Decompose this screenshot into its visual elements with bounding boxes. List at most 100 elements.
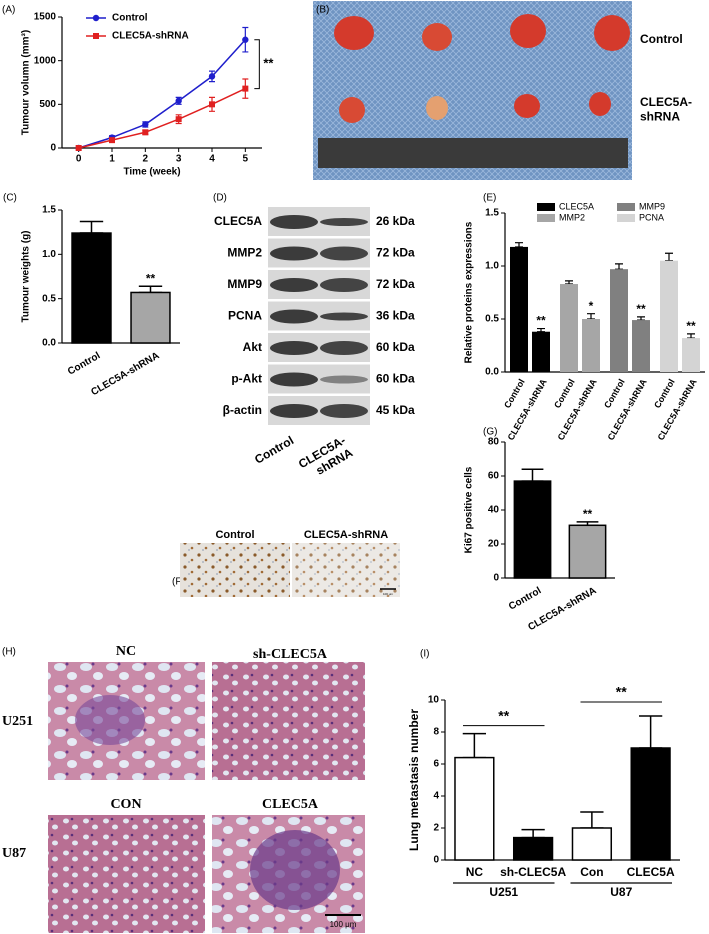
blot-band [270, 372, 318, 387]
size-label: 72 kDa [376, 277, 415, 291]
x-tick-label: 0 [76, 154, 82, 165]
row-label: U251 [2, 714, 33, 729]
annotation: ** [636, 302, 646, 316]
protein-label: MMP9 [227, 277, 262, 291]
blot-band [270, 278, 318, 292]
bar [630, 747, 671, 861]
error-bar [665, 252, 673, 262]
blot-band [270, 404, 318, 418]
marker [175, 97, 182, 105]
row-label: Control [640, 32, 683, 46]
protein-label: MMP2 [227, 246, 262, 260]
blot-band [320, 404, 368, 418]
bar [71, 232, 112, 344]
tumor [339, 97, 365, 123]
metastasis [250, 830, 340, 910]
bar [568, 524, 607, 579]
y-tick-label: 20 [488, 539, 500, 550]
column-label: CLEC5A [262, 797, 319, 812]
y-tick-label: 80 [488, 437, 500, 448]
marker [242, 85, 249, 92]
legend-label: CLEC5A [559, 201, 594, 211]
annotation: ** [583, 507, 593, 521]
marker [142, 121, 149, 128]
series-line [78, 87, 246, 149]
legend-swatch [537, 203, 555, 211]
error-bar [79, 220, 104, 234]
y-axis-label: Relative proteins expressions [464, 221, 475, 363]
bar [682, 338, 700, 372]
error-bar [637, 316, 645, 321]
marker [209, 101, 215, 108]
column-label: sh-CLEC5A [253, 647, 328, 662]
blot-band [320, 341, 368, 355]
bracket [254, 39, 260, 90]
tumor [510, 14, 546, 48]
row-label: U87 [2, 846, 26, 861]
x-tick-label: 4 [209, 154, 215, 165]
y-tick-label: 2 [433, 823, 439, 834]
y-tick-label: 6 [433, 759, 439, 770]
error-bar [521, 828, 545, 839]
ihc-image [180, 543, 290, 597]
legend-swatch [617, 214, 635, 222]
x-tick-label: Con [580, 865, 603, 879]
bar [510, 246, 528, 372]
size-label: 60 kDa [376, 340, 415, 354]
x-axis-label: Time (week) [123, 167, 180, 178]
marker [242, 36, 249, 43]
panel-label: (D) [213, 193, 227, 204]
panel-h: (H) NC sh-CLEC5A CON CLEC5A U251 U87 100… [2, 644, 365, 933]
blot-band [270, 215, 318, 229]
annotation: ** [686, 319, 696, 333]
panel-b: (B) Control CLEC5A-shRNA [313, 1, 692, 180]
histology-image [212, 662, 365, 780]
panel-label: (B) [316, 5, 329, 16]
y-tick-label: 1.5 [42, 205, 56, 216]
x-tick-label: CLEC5A [627, 865, 675, 879]
bar [582, 319, 600, 372]
legend-label: Control [112, 13, 148, 24]
panel-label: (G) [483, 427, 497, 438]
marker [208, 73, 216, 80]
bar [454, 756, 495, 861]
panel-label: (A) [2, 5, 15, 16]
error-bar [565, 280, 573, 285]
error-bar [615, 263, 623, 270]
annotation: ** [616, 684, 627, 700]
tumor [334, 16, 374, 50]
y-axis-label: Tumour weights (g) [21, 230, 32, 322]
size-label: 26 kDa [376, 214, 415, 228]
y-tick-label: 0.5 [42, 293, 56, 304]
blot-band [270, 341, 318, 355]
row-label: CLEC5A-shRNA [640, 95, 692, 123]
scale-label: 100 μm [330, 920, 357, 929]
error-bar [580, 811, 604, 829]
marker [109, 137, 115, 144]
bar [512, 836, 554, 861]
blot-band [270, 246, 318, 261]
annotation: ** [498, 707, 509, 723]
size-label: 60 kDa [376, 372, 415, 386]
legend-label: MMP9 [639, 201, 665, 211]
x-tick-label: 2 [143, 154, 149, 165]
protein-label: β-actin [223, 403, 262, 417]
bar [532, 331, 550, 372]
tumor [514, 94, 540, 118]
bar [610, 269, 628, 372]
bar [560, 284, 578, 372]
marker [175, 116, 182, 123]
panel-d: (D) CLEC5A 26 kDa MMP2 72 kDa MMP9 72 kDa PCNA… [213, 193, 415, 478]
panel-f: (F) Control CLEC5A-shRNA 100 μm [172, 529, 400, 597]
y-tick-label: 0 [433, 855, 439, 866]
x-tick-label: Control [507, 585, 543, 612]
panel-label: (C) [3, 193, 17, 204]
panel-label: (E) [483, 193, 496, 204]
protein-label: p-Akt [231, 372, 262, 386]
annotation: ** [536, 314, 546, 328]
chart: (E) 0.0 0.5 1.0 1.5 Relative proteins express… [464, 193, 705, 442]
y-axis-label: Ki67 positive cells [464, 466, 475, 553]
y-tick-label: 10 [428, 695, 440, 706]
y-axis-label: Tumour volumn (mm³) [21, 30, 32, 135]
